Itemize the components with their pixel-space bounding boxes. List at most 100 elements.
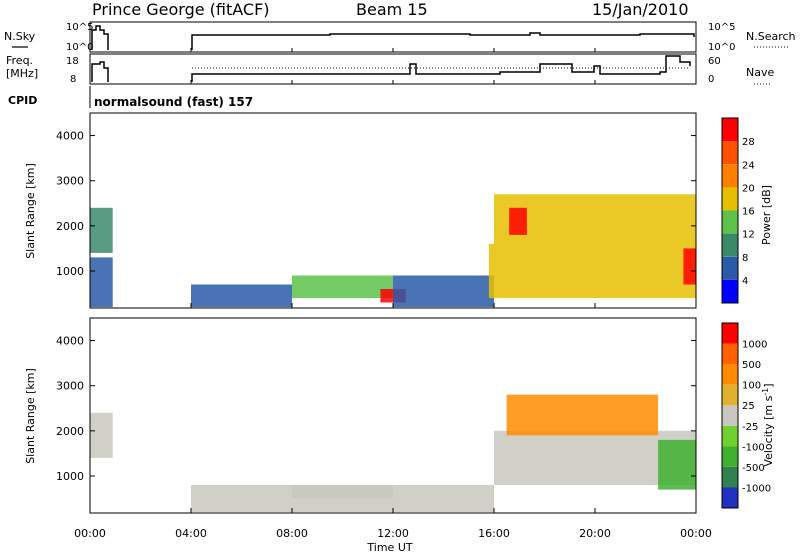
freq-tick-low: 8 [70, 74, 76, 85]
noise-tick-low-right: 10^0 [708, 42, 735, 53]
power-colorbar-tick: 8 [742, 253, 748, 264]
velocity-colorbar-tick: -100 [742, 442, 765, 453]
power-colorbar-label: Power [dB] [760, 185, 773, 245]
freq-label-2: [MHz] [6, 67, 38, 80]
velocity-colorbar-segment [722, 405, 738, 426]
velocity-echo-region [292, 485, 393, 499]
nsky-label: N.Sky [4, 30, 36, 43]
velocity-y-ticks: 4000 3000 2000 1000 [56, 335, 696, 483]
velocity-colorbar: 1000 500 100 25 -25 -100 -500 -1000 [721, 322, 771, 509]
velocity-echo-region [90, 412, 113, 458]
power-ytick-label: 2000 [56, 220, 84, 233]
power-colorbar-tick: 28 [742, 137, 755, 148]
x-tick-label: 08:00 [276, 527, 308, 540]
freq-tick-high: 18 [66, 56, 79, 67]
velocity-colorbar-segment [722, 364, 738, 385]
noise-tick-high-right: 10^5 [708, 22, 735, 33]
power-echo-region [292, 275, 393, 299]
velocity-colorbar-tick: 1000 [742, 340, 767, 351]
velocity-colorbar-tick: 100 [742, 381, 761, 392]
x-axis-ticks: 00:00 04:00 08:00 12:00 16:00 20:00 00:00 [74, 48, 712, 540]
velocity-ytick-label: 2000 [56, 425, 84, 438]
power-colorbar-segment [722, 256, 738, 280]
velocity-ytick-label: 3000 [56, 380, 84, 393]
power-y-ticks: 4000 3000 2000 1000 [56, 130, 696, 278]
velocity-echo-region [506, 394, 659, 436]
velocity-echo-region [658, 439, 696, 490]
power-y-label: Slant Range [km] [24, 163, 37, 259]
date-title: 15/Jan/2010 [592, 0, 689, 19]
nsearch-label: N.Search [746, 30, 796, 43]
power-colorbar-segment [722, 118, 738, 142]
power-colorbar-segment [722, 279, 738, 303]
station-title: Prince George (fitACF) [92, 0, 270, 19]
power-echo-region [191, 284, 292, 308]
velocity-colorbar-segment [722, 487, 738, 508]
power-data [90, 194, 696, 308]
power-echo-region [683, 248, 696, 285]
x-tick-label: 00:00 [74, 527, 106, 540]
power-colorbar-tick: 20 [742, 183, 755, 194]
power-colorbar-segment [722, 210, 738, 234]
x-tick-label: 04:00 [175, 527, 207, 540]
x-tick-label: 12:00 [377, 527, 409, 540]
power-colorbar-segment [722, 141, 738, 165]
nave-tick-low: 0 [708, 74, 714, 85]
velocity-label-text: Velocity [m s [762, 395, 775, 466]
nave-label: Nave [746, 66, 774, 79]
power-ytick-label: 3000 [56, 175, 84, 188]
velocity-colorbar-segment [722, 446, 738, 467]
power-colorbar-frame [721, 117, 739, 304]
nsky-trace-early [91, 25, 109, 50]
velocity-colorbar-segment [722, 384, 738, 406]
noise-tick-low-left: 10^0 [66, 42, 93, 53]
freq-trace-early [91, 61, 109, 82]
power-echo-region [509, 207, 527, 235]
power-colorbar-tick: 4 [742, 276, 748, 287]
velocity-colorbar-segment [722, 425, 738, 447]
freq-label-1: Freq. [6, 54, 33, 67]
power-echo-region [488, 243, 696, 299]
x-axis-label: Time UT [366, 541, 412, 554]
velocity-panel: 4000 3000 2000 1000 Slant Range [km] [24, 317, 697, 514]
power-colorbar-segment [722, 164, 738, 188]
velocity-colorbar-tick: -1000 [742, 483, 771, 494]
noise-tick-high-left: 10^5 [66, 22, 93, 33]
nave-tick-high: 60 [708, 56, 721, 67]
power-colorbar-tick: 12 [742, 230, 755, 241]
velocity-colorbar-segment [722, 466, 738, 488]
noise-panel: N.Sky 10^5 10^0 10^5 10^0 N.Search [4, 21, 796, 53]
velocity-colorbar-tick: -25 [742, 422, 758, 433]
velocity-colorbar-segment [722, 343, 738, 365]
power-echo-region [393, 275, 494, 308]
freq-trace-main [191, 55, 691, 82]
x-tick-label: 16:00 [478, 527, 510, 540]
velocity-colorbar-segment [722, 323, 738, 344]
cpid-label: CPID [8, 94, 37, 107]
power-ytick-label: 4000 [56, 130, 84, 143]
frequency-panel: Freq. [MHz] 18 8 60 0 Nave [6, 53, 774, 85]
power-ytick-label: 1000 [56, 265, 84, 278]
velocity-ytick-label: 1000 [56, 470, 84, 483]
velocity-ytick-label: 4000 [56, 335, 84, 348]
power-colorbar: 28 24 20 16 12 8 4 [721, 117, 755, 304]
velocity-y-label: Slant Range [km] [24, 368, 37, 464]
velocity-colorbar-frame [721, 322, 739, 509]
velocity-data [90, 394, 696, 513]
power-echo-region [90, 207, 113, 253]
power-panel: 4000 3000 2000 1000 Slant Range [km] [24, 112, 697, 309]
x-tick-label: 20:00 [579, 527, 611, 540]
power-colorbar-tick: 16 [742, 207, 755, 218]
nsky-trace-main [191, 32, 695, 50]
power-colorbar-segment [722, 187, 738, 211]
velocity-colorbar-label: Velocity [m s-1] [761, 383, 775, 466]
beam-title: Beam 15 [356, 0, 428, 19]
velocity-colorbar-tick: 25 [742, 401, 755, 412]
velocity-colorbar-tick: 500 [742, 360, 761, 371]
power-colorbar-segment [722, 233, 738, 257]
power-echo-region [494, 194, 696, 244]
power-echo-region [90, 257, 113, 308]
power-colorbar-tick: 24 [742, 160, 755, 171]
velocity-colorbar-tick: -500 [742, 463, 765, 474]
